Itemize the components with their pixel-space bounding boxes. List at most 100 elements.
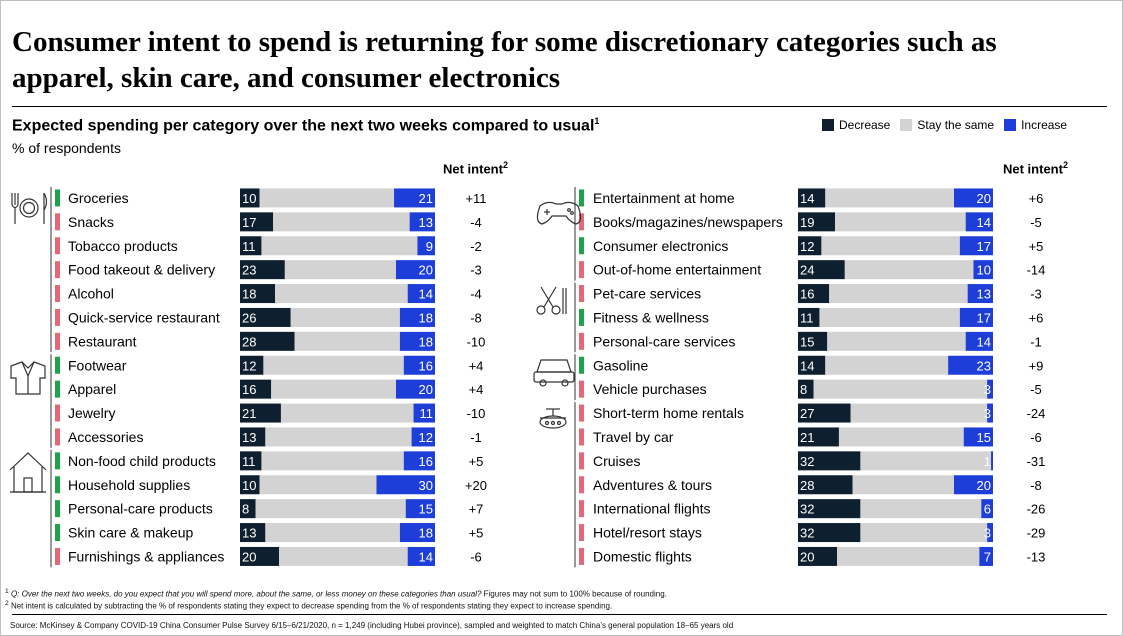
left-row-4-net-value: -4 — [470, 287, 482, 302]
legend-item-increase: Increase — [1004, 118, 1067, 132]
right-row-2-value-decrease: 12 — [800, 239, 814, 254]
unit-label: % of respondents — [12, 140, 121, 156]
right-row-3-bar-increase — [973, 260, 993, 280]
subtitle-footnote-mark: 1 — [594, 116, 600, 126]
right-row-14-value-decrease: 32 — [800, 526, 814, 541]
right-row-5-value-increase: 17 — [977, 310, 991, 325]
right-row-9-label: Short-term home rentals — [593, 405, 744, 421]
left-row-9-bar-stay — [280, 403, 414, 423]
left-row-10-value-increase: 12 — [419, 430, 433, 445]
left-row-15-net-value: -6 — [470, 549, 482, 564]
left-row-10-value-decrease: 13 — [242, 430, 256, 445]
left-row-15-net-marker — [55, 547, 60, 565]
left-row-12-value-increase: 30 — [419, 478, 433, 493]
left-row-12-bar-decrease — [240, 475, 260, 495]
left-row-6-label: Restaurant — [68, 333, 137, 349]
left-row-4-net-marker — [55, 285, 60, 303]
right-row-13-value-decrease: 32 — [800, 502, 814, 517]
right-row-6-bar-decrease — [798, 331, 828, 351]
right-row-11-bar-stay — [860, 451, 992, 471]
right-row-1-net-marker — [579, 213, 584, 231]
left-row-15-value-increase: 14 — [419, 549, 433, 564]
left-row-10-label: Accessories — [68, 429, 143, 445]
left-row-5-value-increase: 18 — [419, 310, 433, 325]
legend-swatch-decrease — [822, 119, 834, 131]
right-row-10-label: Travel by car — [593, 429, 674, 445]
right-row-5-value-decrease: 11 — [800, 310, 814, 325]
left-row-11-bar-decrease — [240, 451, 262, 471]
left-row-8-bar-stay — [271, 379, 396, 399]
right-row-15-net-value: -13 — [1027, 549, 1046, 564]
left-row-13-bar-decrease — [240, 499, 256, 519]
left-row-12-net-value: +20 — [465, 478, 487, 493]
right-row-13-bar-increase — [981, 499, 993, 519]
right-row-12-bar-decrease — [798, 475, 853, 495]
left-row-5-bar-stay — [290, 307, 400, 327]
left-row-3-value-decrease: 23 — [242, 263, 256, 278]
left-row-15-bar-stay — [279, 546, 408, 566]
left-row-8-net-marker — [55, 380, 60, 398]
left-row-13-net-marker — [55, 500, 60, 518]
legend: Decrease Stay the same Increase — [822, 118, 1077, 132]
left-row-14-bar-stay — [265, 523, 400, 543]
right-row-10-value-decrease: 21 — [800, 430, 814, 445]
left-row-7-bar-decrease — [240, 355, 264, 375]
right-row-7-label: Gasoline — [593, 357, 648, 373]
right-row-9-net-value: -24 — [1027, 406, 1046, 421]
right-row-7-net-marker — [579, 356, 584, 374]
right-row-5-bar-increase — [959, 307, 993, 327]
right-row-13-bar-stay — [860, 499, 982, 519]
left-row-1-bar-increase — [409, 212, 435, 232]
left-row-9-label: Jewelry — [68, 405, 115, 421]
left-row-5-bar-decrease — [240, 307, 291, 327]
right-row-13-label: International flights — [593, 501, 711, 517]
right-row-0-bar-increase — [954, 188, 993, 208]
left-row-10-bar-increase — [411, 427, 435, 447]
footnote-2-text: Net intent is calculated by subtracting … — [10, 601, 613, 611]
legend-label-stay: Stay the same — [917, 118, 995, 132]
right-row-4-bar-increase — [967, 284, 993, 304]
left-row-4-bar-increase — [407, 284, 435, 304]
legend-label-decrease: Decrease — [839, 118, 891, 132]
left-row-2-label: Tobacco products — [68, 238, 178, 254]
chart-subtitle: Expected spending per category over the … — [12, 116, 599, 135]
left-row-11-net-value: +5 — [469, 454, 484, 469]
left-row-6-value-increase: 18 — [419, 334, 433, 349]
right-row-8-value-decrease: 8 — [800, 382, 807, 397]
shirt-icon — [10, 361, 46, 395]
right-row-4-bar-stay — [829, 284, 968, 304]
cutlery-icon — [11, 192, 48, 224]
right-row-8-value-increase: 3 — [984, 382, 991, 397]
right-row-10-bar-stay — [838, 427, 964, 447]
scissors-icon — [536, 286, 567, 315]
right-row-14-bar-increase — [987, 523, 993, 543]
footnote-1: 1 Q: Over the next two weeks, do you exp… — [5, 588, 667, 599]
left-row-14-label: Skin care & makeup — [68, 525, 193, 541]
right-row-6-value-increase: 14 — [977, 334, 991, 349]
footnote-2-mark: 2 — [5, 600, 9, 607]
left-row-7-net-marker — [55, 356, 60, 374]
right-row-15-label: Domestic flights — [593, 548, 692, 564]
right-row-4-net-value: -3 — [1030, 287, 1042, 302]
right-row-11-value-increase: 1 — [984, 454, 991, 469]
right-row-5-net-marker — [579, 308, 584, 326]
right-row-2-bar-stay — [821, 236, 960, 256]
left-row-3-bar-stay — [284, 260, 396, 280]
legend-swatch-stay — [900, 119, 913, 131]
left-row-8-value-increase: 20 — [419, 382, 433, 397]
right-row-8-label: Vehicle purchases — [593, 381, 707, 397]
right-row-0-net-value: +6 — [1029, 191, 1044, 206]
title-rule — [12, 106, 1107, 107]
right-row-5-bar-stay — [819, 307, 960, 327]
right-row-4-bar-decrease — [798, 284, 830, 304]
left-row-13-label: Personal-care products — [68, 501, 213, 517]
left-row-14-value-decrease: 13 — [242, 526, 256, 541]
left-row-12-value-decrease: 10 — [242, 478, 256, 493]
legend-item-stay: Stay the same — [900, 118, 994, 132]
left-row-11-bar-increase — [403, 451, 435, 471]
subtitle-text: Expected spending per category over the … — [12, 117, 595, 135]
left-row-9-value-increase: 11 — [420, 406, 434, 421]
right-row-9-bar-decrease — [798, 403, 851, 423]
right-row-12-net-value: -8 — [1030, 478, 1042, 493]
right-row-15-bar-decrease — [798, 546, 837, 566]
